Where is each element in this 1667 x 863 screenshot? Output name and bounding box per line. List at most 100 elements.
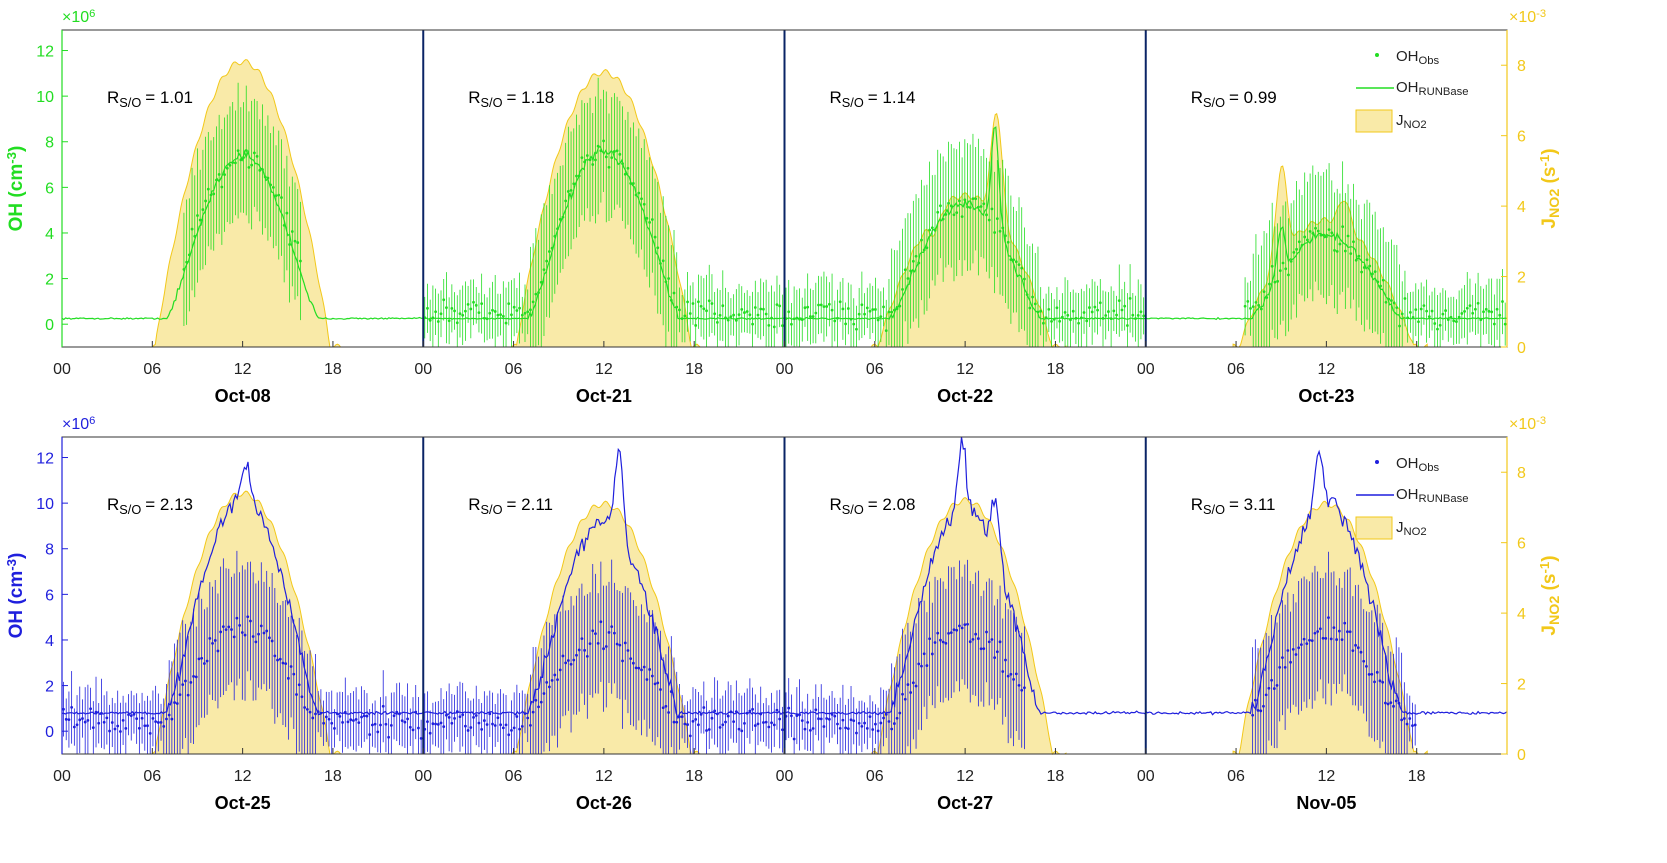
- obs-point: [664, 704, 668, 708]
- obs-point: [482, 719, 486, 722]
- obs-point: [740, 308, 744, 311]
- obs-point: [650, 674, 654, 678]
- obs-point: [827, 302, 831, 306]
- obs-point: [1441, 312, 1445, 316]
- obs-point: [208, 637, 212, 640]
- obs-point: [596, 642, 600, 645]
- obs-point: [1332, 626, 1336, 630]
- obs-point: [299, 259, 302, 263]
- obs-point: [270, 639, 274, 643]
- obs-point: [1411, 316, 1415, 319]
- obs-point: [672, 291, 676, 295]
- obs-point: [901, 692, 904, 696]
- obs-point: [1419, 307, 1423, 311]
- obs-point: [1457, 315, 1461, 319]
- obs-point: [273, 654, 277, 658]
- obs-point: [691, 302, 695, 305]
- obs-point: [1398, 324, 1401, 328]
- x-tick-label: 12: [595, 768, 613, 785]
- obs-point: [1473, 307, 1477, 311]
- obs-point: [121, 719, 125, 722]
- obs-point: [751, 707, 754, 711]
- obs-point: [1386, 702, 1390, 706]
- y-left-exponent: ×106: [62, 8, 95, 26]
- obs-point: [697, 300, 700, 304]
- obs-point: [258, 168, 262, 172]
- obs-point: [1330, 231, 1334, 235]
- day-group-Oct-26: RS/O = 2.11 Oct-26: [422, 437, 785, 813]
- obs-point: [971, 197, 975, 201]
- obs-point: [976, 637, 980, 640]
- obs-point: [1492, 322, 1496, 326]
- obs-point: [1104, 314, 1108, 317]
- obs-point: [718, 726, 722, 729]
- day-label: Nov-05: [1296, 793, 1356, 813]
- obs-point: [743, 311, 746, 314]
- obs-point: [1251, 305, 1255, 308]
- obs-point: [1373, 680, 1376, 684]
- obs-point: [1278, 269, 1282, 273]
- obs-point: [537, 291, 540, 294]
- obs-point: [431, 722, 435, 726]
- obs-point: [482, 316, 486, 320]
- obs-point: [718, 313, 722, 317]
- x-tick-label: 00: [1137, 361, 1155, 378]
- obs-point: [1096, 308, 1099, 312]
- obs-point: [238, 624, 242, 627]
- obs-point: [439, 312, 443, 316]
- obs-point: [178, 693, 182, 697]
- obs-point: [240, 631, 244, 634]
- obs-point: [1292, 251, 1296, 254]
- obs-point: [1302, 637, 1306, 641]
- obs-point: [1265, 296, 1269, 299]
- x-tick-label: 18: [324, 768, 342, 785]
- obs-point: [526, 716, 530, 720]
- obs-point: [1308, 230, 1312, 233]
- day-group-Nov-05: RS/O = 3.11 Nov-05: [1144, 437, 1508, 813]
- obs-point: [941, 217, 945, 221]
- obs-point: [501, 726, 505, 730]
- obs-point: [365, 714, 369, 718]
- obs-point: [879, 315, 883, 319]
- obs-point: [814, 708, 818, 712]
- obs-point: [1463, 309, 1466, 313]
- obs-point: [982, 647, 986, 651]
- y-right-label: JNO2 (s-1): [1537, 148, 1563, 228]
- obs-point: [958, 199, 961, 203]
- obs-point: [998, 640, 1002, 644]
- obs-point: [305, 707, 309, 711]
- model-line: [423, 447, 785, 720]
- obs-point: [295, 693, 298, 696]
- obs-point: [971, 638, 975, 641]
- obs-point: [297, 683, 301, 687]
- obs-point: [884, 329, 888, 333]
- obs-point: [656, 246, 660, 250]
- obs-point: [928, 637, 932, 641]
- obs-point: [1408, 310, 1412, 314]
- obs-point: [675, 305, 679, 309]
- obs-point: [979, 647, 983, 651]
- obs-point: [1400, 718, 1404, 722]
- obs-point: [129, 714, 133, 718]
- obs-point: [1257, 303, 1261, 307]
- obs-point: [300, 695, 304, 699]
- obs-point: [683, 722, 687, 726]
- obs-point: [1381, 680, 1385, 684]
- obs-point: [1267, 686, 1271, 690]
- obs-point: [450, 721, 454, 725]
- obs-point: [1256, 708, 1260, 712]
- obs-point: [426, 306, 429, 310]
- y-left-tick-label: 12: [36, 451, 54, 468]
- obs-point: [732, 313, 736, 317]
- obs-point: [792, 737, 796, 741]
- obs-points: [784, 559, 1026, 754]
- obs-point: [445, 306, 448, 310]
- obs-point: [724, 720, 727, 724]
- obs-point: [745, 310, 749, 313]
- obs-point: [373, 722, 377, 726]
- obs-point: [1017, 263, 1021, 267]
- obs-point: [198, 218, 202, 222]
- obs-point: [713, 312, 717, 316]
- obs-point: [408, 725, 412, 729]
- obs-point: [290, 230, 294, 233]
